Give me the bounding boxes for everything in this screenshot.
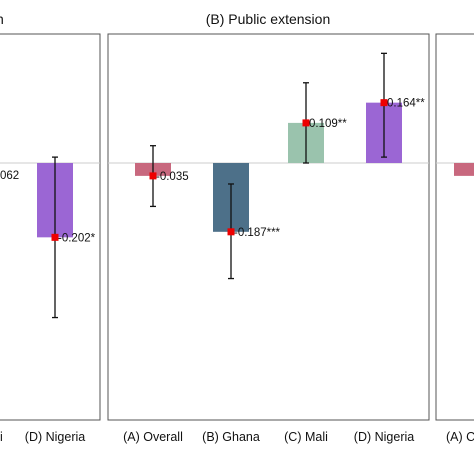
tick-label-overall: (A) Overall bbox=[123, 430, 183, 444]
panel-left-frame bbox=[0, 33, 101, 421]
tick-label-left-mali-fragment: i bbox=[0, 430, 3, 444]
tick-label-left-nigeria: (D) Nigeria bbox=[25, 430, 85, 444]
panel-b-frame bbox=[107, 33, 430, 421]
panel-b-point-2 bbox=[302, 119, 310, 127]
panel-b-data-label-2: 0.109** bbox=[309, 118, 347, 130]
panel-b-point-3 bbox=[380, 99, 388, 107]
panel-b-data-label-1: -0.187*** bbox=[234, 227, 281, 239]
panel-b-title: (B) Public extension bbox=[206, 11, 331, 27]
panel-left-data-label-1: -0.202* bbox=[58, 232, 96, 244]
panel-b-data-label-3: 0.164** bbox=[387, 98, 425, 110]
tick-label-mali: (C) Mali bbox=[284, 430, 328, 444]
panel-b-point-0 bbox=[149, 172, 157, 180]
tick-label-nigeria: (D) Nigeria bbox=[354, 430, 414, 444]
panel-left-data-label-0: 062 bbox=[0, 170, 19, 182]
panel-left-point-1 bbox=[51, 233, 59, 241]
panel-b-point-1 bbox=[227, 228, 235, 236]
tick-label-ghana: (B) Ghana bbox=[202, 430, 260, 444]
tick-label-right-overall-fragment: (A) C bbox=[446, 430, 474, 444]
panel-b-data-label-0: -0.035 bbox=[156, 171, 189, 183]
panel-right-frame bbox=[435, 33, 474, 421]
panel-right-bar-0 bbox=[454, 163, 474, 176]
panel-left-title-fragment: n bbox=[0, 11, 4, 27]
